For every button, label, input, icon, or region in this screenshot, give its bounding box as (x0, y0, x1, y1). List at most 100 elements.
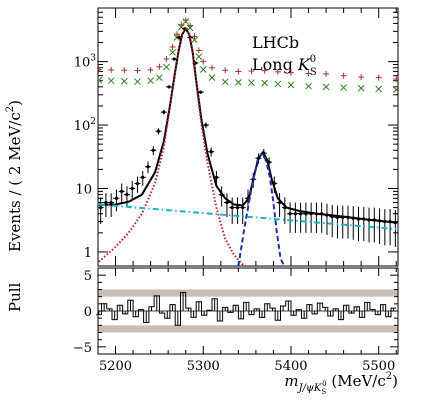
data-point (163, 63, 170, 71)
x-axis-unit: (MeV/c (327, 372, 386, 390)
ks-subscript: S (310, 67, 317, 78)
data-point (392, 87, 398, 94)
data-point (322, 83, 330, 91)
data-point (287, 81, 295, 89)
data-point (221, 78, 229, 86)
main-y-axis-title: Events / ( 2 MeV/c2) (5, 100, 24, 252)
pull-y-axis-title: Pull (6, 282, 24, 312)
data-point (98, 76, 103, 82)
data-point (204, 123, 208, 127)
x-axis-m: m (284, 372, 298, 390)
experiment-label: LHCb (252, 33, 299, 52)
series-fit_total (98, 26, 397, 224)
main-y-axis-text: Events / ( 2 MeV/c (6, 112, 24, 252)
data-point (177, 23, 185, 31)
data-point (169, 48, 176, 56)
data-point (186, 24, 194, 32)
data-point (151, 148, 155, 152)
data-point (109, 200, 113, 205)
data-point (230, 205, 234, 210)
data-point (235, 205, 240, 210)
series-data_red (98, 17, 398, 83)
pull-y-tick-label: −5 (73, 341, 92, 356)
series-data_black (98, 27, 398, 247)
pull-y-ticks: −5 0 5 (73, 269, 398, 356)
data-point (104, 200, 108, 205)
data-point (274, 80, 282, 88)
data-point (299, 212, 303, 216)
data-point (156, 129, 161, 133)
pull-x-ticks (115, 268, 397, 354)
data-point (135, 181, 140, 186)
x-axis-subsup: 0 (322, 380, 326, 388)
data-point (248, 79, 255, 87)
x-tick-label: 5200 (99, 359, 132, 374)
pull-series-layer (96, 291, 397, 326)
data-point (182, 18, 190, 25)
main-y-tick-label: 10 (75, 182, 92, 197)
main-series-layer (98, 17, 398, 266)
data-point (130, 186, 134, 191)
pull-y-tick-label: 0 (84, 305, 92, 320)
x-tick-labels: 5200 5300 5400 5500 (99, 359, 395, 374)
track-type-text: Long (252, 55, 298, 74)
data-point (199, 90, 203, 94)
x-axis-title: mJ/ψKS0 (MeV/c2) (284, 371, 398, 396)
x-axis-unit-sup: 2 (386, 371, 392, 382)
data-point (261, 79, 269, 87)
main-y-tick-label: 1 (84, 246, 92, 261)
pull-panel: −5 0 5 Pull (6, 267, 399, 356)
data-point (141, 175, 145, 179)
x-axis-subsub: S (321, 388, 326, 396)
main-y-tick-label: 102 (74, 117, 96, 134)
main-y-axis-sup: 2 (5, 106, 16, 112)
data-point (208, 74, 216, 81)
main-y-tick-base: 1 (84, 246, 92, 261)
main-y-tick-base: 10 (74, 56, 91, 71)
data-point (134, 78, 141, 85)
series-fit_signal_bs (237, 152, 285, 266)
data-point (288, 212, 292, 216)
fit-curve-fit_signal_bd (98, 27, 246, 266)
main-y-tick-label: 103 (74, 54, 97, 71)
ks-symbol: K (297, 55, 311, 74)
main-y-axis-close: ) (6, 100, 24, 106)
data-point (172, 57, 176, 61)
data-point (99, 205, 103, 210)
pull-histogram-outline (96, 291, 397, 326)
series-data_green (98, 18, 398, 94)
data-point (156, 74, 163, 81)
data-point (225, 200, 229, 205)
fit-curve-fit_signal_bs (237, 152, 285, 266)
data-point (147, 77, 154, 85)
data-point (199, 66, 207, 73)
fit-curve-fit_background (98, 203, 397, 230)
main-y-tick-exponent: 3 (90, 54, 96, 64)
x-tick-label: 5500 (362, 359, 395, 374)
data-point (114, 196, 119, 200)
x-tick-label: 5300 (187, 359, 220, 374)
data-point (162, 110, 166, 114)
ks-superscript: 0 (310, 54, 316, 65)
series-fit_background (98, 203, 397, 230)
data-point (209, 150, 213, 154)
data-point (293, 212, 297, 216)
x-axis-sub: J/ψK (297, 383, 322, 394)
pull-bands (98, 289, 398, 333)
main-plot-frame (97, 7, 399, 267)
data-point (305, 82, 312, 90)
data-point (375, 85, 383, 93)
main-y-tick-base: 10 (74, 119, 91, 134)
data-point (120, 189, 124, 193)
data-point (214, 175, 219, 179)
data-point (146, 165, 150, 169)
data-point (191, 36, 198, 44)
data-point (241, 205, 245, 210)
data-point (340, 84, 347, 91)
data-point (357, 84, 365, 92)
data-point (195, 53, 203, 60)
series-fit_signal_bd (98, 27, 246, 266)
track-type-label: Long KS 0 (252, 54, 317, 78)
